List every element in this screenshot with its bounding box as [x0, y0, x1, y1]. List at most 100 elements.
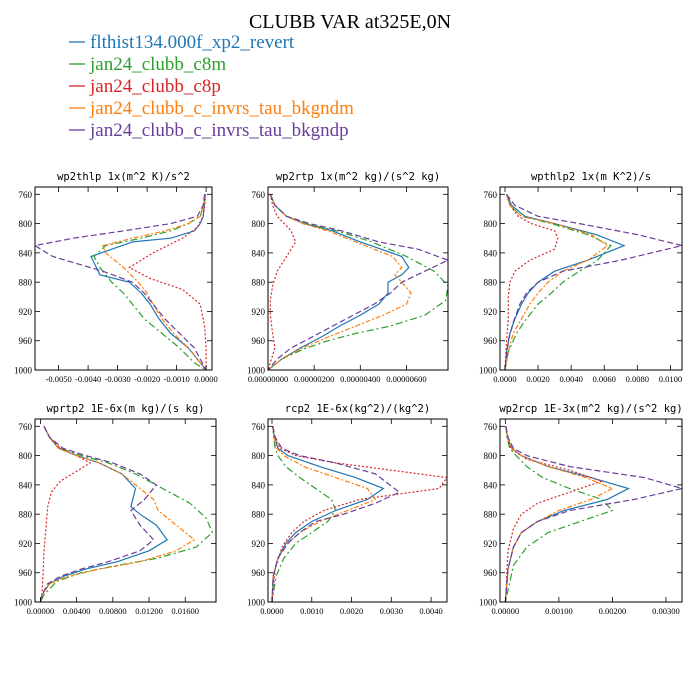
y-tick-label: 1000 — [479, 598, 498, 608]
panel-title: wp2rtp 1x(m^2 kg)/(s^2 kg) — [276, 171, 440, 183]
y-tick-label: 760 — [484, 422, 498, 432]
x-tick-label: 0.00400 — [63, 606, 91, 616]
x-tick-label: 0.00200 — [599, 606, 627, 616]
x-tick-label: 0.0000 — [194, 374, 217, 384]
series-line — [271, 426, 337, 602]
series-line — [90, 194, 207, 370]
panel-title: wpthlp2 1x(m K^2)/s — [531, 171, 651, 183]
y-tick-label: 880 — [484, 510, 498, 520]
series-line — [93, 194, 207, 370]
y-tick-label: 1000 — [247, 598, 266, 608]
x-tick-label: 0.01600 — [171, 606, 199, 616]
y-tick-label: 1000 — [479, 366, 498, 376]
series-line — [268, 194, 448, 370]
y-tick-label: 760 — [19, 190, 33, 200]
series-line — [504, 194, 609, 370]
y-tick-label: 880 — [484, 278, 498, 288]
y-tick-label: 960 — [19, 568, 33, 578]
y-tick-label: 920 — [252, 307, 266, 317]
x-tick-label: 0.0040 — [559, 374, 582, 384]
series-line — [504, 193, 682, 370]
y-tick-label: 760 — [252, 422, 266, 432]
panel-title: wprtp2 1E-6x(m kg)/(s kg) — [46, 403, 204, 415]
y-tick-label: 800 — [484, 219, 498, 229]
x-tick-label: 0.00000600 — [386, 374, 426, 384]
y-tick-label: 800 — [252, 219, 266, 229]
y-tick-label: 800 — [19, 219, 33, 229]
series-line — [504, 426, 682, 602]
series-line — [271, 426, 447, 602]
x-tick-label: 0.00800 — [99, 606, 127, 616]
legend-label: jan24_clubb_c8p — [89, 76, 221, 97]
x-tick-label: 0.0080 — [626, 374, 649, 384]
panel-frame — [34, 186, 213, 371]
x-tick-label: -0.0050 — [45, 374, 71, 384]
y-tick-label: 960 — [252, 336, 266, 346]
x-tick-label: 0.0010 — [300, 606, 323, 616]
legend-label: flthist134.000f_xp2_revert — [90, 32, 295, 53]
series-line — [271, 426, 401, 602]
series-line — [504, 426, 604, 602]
series-line — [271, 426, 385, 602]
x-tick-label: 0.00000 — [27, 606, 55, 616]
panel-frame — [267, 186, 449, 371]
y-tick-label: 800 — [252, 451, 266, 461]
series-line — [268, 194, 412, 370]
y-tick-label: 920 — [252, 539, 266, 549]
x-tick-label: 0.0000 — [493, 374, 516, 384]
y-tick-label: 880 — [252, 510, 266, 520]
legend-item: jan24_clubb_c8m — [69, 54, 226, 75]
y-tick-label: 920 — [484, 307, 498, 317]
series-line — [504, 426, 614, 602]
x-tick-label: 0.0020 — [526, 374, 549, 384]
x-tick-label: 0.00000400 — [340, 374, 380, 384]
panel-frame — [499, 186, 683, 371]
panel-5: rcp2 1E-6x(kg^2)/(kg^2) 760 800 840 880 920 96… — [247, 403, 448, 616]
x-tick-label: 0.0020 — [340, 606, 363, 616]
series-line — [39, 426, 158, 602]
legend-item: flthist134.000f_xp2_revert — [69, 32, 295, 53]
series-line — [39, 426, 196, 602]
y-tick-label: 840 — [252, 248, 266, 258]
y-tick-label: 800 — [19, 451, 33, 461]
y-tick-label: 800 — [484, 451, 498, 461]
x-tick-label: 0.0040 — [419, 606, 442, 616]
y-tick-label: 1000 — [14, 598, 33, 608]
y-tick-label: 840 — [484, 248, 498, 258]
y-tick-label: 1000 — [14, 366, 33, 376]
panel-title: wp2thlp 1x(m^2 K)/s^2 — [57, 171, 190, 183]
y-tick-label: 880 — [19, 278, 33, 288]
x-tick-label: 0.00000000 — [248, 374, 288, 384]
x-tick-label: -0.0010 — [163, 374, 189, 384]
legend-label: jan24_clubb_c_invrs_tau_bkgndm — [89, 98, 354, 119]
y-tick-label: 920 — [19, 539, 33, 549]
x-tick-label: 0.00000200 — [294, 374, 334, 384]
y-tick-label: 760 — [19, 422, 33, 432]
panel-frame — [267, 418, 448, 603]
panel-6: wp2rcp 1E-3x(m^2 kg)/(s^2 kg)760 800 840 88… — [479, 403, 683, 616]
y-tick-label: 960 — [252, 568, 266, 578]
panel-title: wp2rcp 1E-3x(m^2 kg)/(s^2 kg) — [499, 403, 682, 415]
legend-item: jan24_clubb_c8p — [69, 76, 221, 97]
x-tick-label: 0.00000 — [492, 606, 520, 616]
series-line — [39, 426, 168, 602]
y-tick-label: 1000 — [247, 366, 266, 376]
panel-2: wp2rtp 1x(m^2 kg)/(s^2 kg) 760 800 840 880 92… — [247, 171, 449, 384]
series-line — [268, 194, 448, 370]
series-line — [268, 194, 410, 370]
y-tick-label: 760 — [252, 190, 266, 200]
series-line — [128, 194, 207, 370]
y-tick-label: 920 — [19, 307, 33, 317]
y-tick-label: 840 — [19, 480, 33, 490]
x-tick-label: 0.01200 — [135, 606, 163, 616]
x-tick-label: 0.0030 — [380, 606, 403, 616]
x-tick-label: 0.0100 — [659, 374, 682, 384]
legend-label: jan24_clubb_c_invrs_tau_bkgndp — [89, 120, 349, 141]
series-line — [268, 194, 297, 370]
series-line — [504, 194, 612, 370]
figure-title: CLUBB VAR at325E,0N — [249, 11, 451, 33]
y-tick-label: 920 — [484, 539, 498, 549]
x-tick-label: -0.0030 — [104, 374, 130, 384]
panel-frame — [34, 418, 217, 603]
